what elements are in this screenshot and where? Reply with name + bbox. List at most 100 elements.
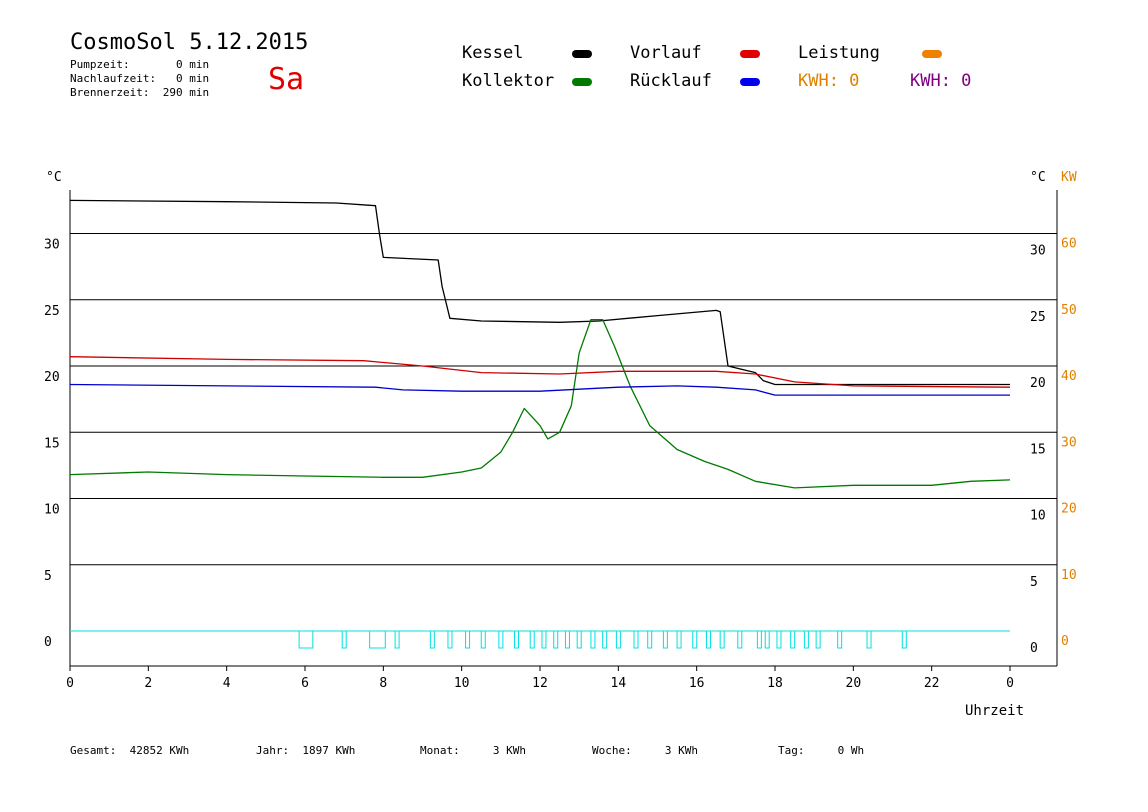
pump-marker: [590, 630, 596, 649]
pump-marker: [633, 630, 639, 649]
y-tick-label-left: 25: [44, 304, 60, 319]
footer-tag: Tag: 0 Wh: [778, 744, 865, 757]
pump-marker: [514, 630, 520, 649]
y-tick-label-left: 30: [44, 238, 60, 253]
y-axis-unit-left: °C: [46, 170, 62, 185]
legend-kwh-orange: KWH: 0: [798, 71, 860, 91]
pump-marker: [429, 630, 435, 649]
y-tick-label-left: 0: [44, 635, 52, 650]
pump-marker: [394, 630, 400, 649]
y-tick-label-right: 5: [1030, 575, 1038, 590]
y-tick-label-right: 15: [1030, 442, 1046, 457]
series-line-kollektor: [69, 318, 1011, 489]
pump-marker: [576, 630, 582, 649]
pump-marker: [447, 630, 453, 649]
y-tick-label-right: 25: [1030, 310, 1046, 325]
y-tick-label-left: 15: [44, 436, 60, 451]
legend-leistung-label: Leistung: [798, 43, 880, 63]
pump-marker: [498, 630, 504, 649]
pump-marker: [756, 630, 762, 649]
pump-marker: [553, 630, 559, 649]
pump-marker: [764, 630, 770, 649]
pump-marker: [866, 630, 872, 649]
y-tick-label-right: 20: [1030, 376, 1046, 391]
legend-ruecklauf-swatch: [740, 78, 760, 86]
pump-marker: [815, 630, 821, 649]
legend-leistung-swatch: [922, 50, 942, 58]
y-tick-label-left: 10: [44, 503, 60, 518]
pump-marker: [298, 630, 314, 649]
x-tick-label: 4: [223, 676, 231, 691]
pump-marker: [803, 630, 809, 649]
y-axis-unit-right: °C: [1030, 170, 1046, 185]
x-tick-label: 2: [144, 676, 152, 691]
legend-vorlauf-label: Vorlauf: [630, 43, 702, 63]
weekday-label: Sa: [268, 62, 305, 97]
pump-marker: [837, 630, 843, 649]
legend-kessel-label: Kessel: [462, 43, 524, 63]
pumpzeit-text: Pumpzeit: 0 min: [70, 58, 210, 71]
y-tick-label-kw: 10: [1061, 568, 1077, 583]
pump-marker: [602, 630, 608, 649]
pump-marker: [341, 630, 347, 649]
pump-marker: [790, 630, 796, 649]
legend-kessel-swatch: [572, 50, 592, 58]
pump-marker: [529, 630, 535, 649]
pump-marker: [901, 630, 907, 649]
y-tick-label-kw: 60: [1061, 237, 1077, 252]
legend-kollektor-label: Kollektor: [462, 71, 555, 91]
legend-ruecklauf-label: Rücklauf: [630, 71, 712, 91]
x-tick-label: 0: [1006, 676, 1014, 691]
pump-marker: [615, 630, 621, 649]
chart-title: CosmoSol 5.12.2015: [70, 30, 309, 55]
x-axis-label: Uhrzeit: [965, 703, 1024, 719]
x-tick-label: 16: [689, 676, 705, 691]
legend-kwh-purple: KWH: 0: [910, 71, 972, 91]
footer-jahr: Jahr: 1897 KWh: [256, 744, 356, 757]
y-tick-label-right: 0: [1030, 641, 1038, 656]
y-tick-label-right: 30: [1030, 244, 1046, 259]
legend-kollektor-swatch: [572, 78, 592, 86]
pump-marker: [647, 630, 653, 649]
x-tick-label: 18: [767, 676, 783, 691]
pump-marker: [541, 630, 547, 649]
x-tick-label: 8: [379, 676, 387, 691]
pump-marker: [676, 630, 682, 649]
x-tick-label: 6: [301, 676, 309, 691]
series-line-kessel: [69, 199, 1010, 386]
y-axis-unit-kw: KW: [1061, 170, 1077, 185]
pump-marker: [564, 630, 570, 649]
series-line-vorlauf: [69, 356, 1011, 388]
y-tick-label-kw: 0: [1061, 634, 1069, 649]
x-tick-label: 12: [532, 676, 548, 691]
x-tick-label: 0: [66, 676, 74, 691]
y-tick-label-kw: 20: [1061, 502, 1077, 517]
series-line-ruecklauf: [69, 383, 1010, 396]
x-tick-label: 14: [611, 676, 627, 691]
x-tick-label: 20: [846, 676, 862, 691]
brennerzeit-text: Brennerzeit: 290 min: [70, 86, 210, 99]
footer-gesamt: Gesamt: 42852 KWh: [70, 744, 190, 757]
y-tick-label-kw: 50: [1061, 303, 1077, 318]
y-tick-label-kw: 40: [1061, 369, 1077, 384]
pump-marker: [662, 630, 668, 649]
pump-marker: [369, 630, 386, 649]
footer-woche: Woche: 3 KWh: [592, 744, 698, 757]
footer-monat: Monat: 3 KWh: [420, 744, 526, 757]
pump-marker: [480, 630, 486, 649]
pump-marker: [692, 630, 698, 649]
pump-marker: [705, 630, 711, 649]
x-tick-label: 22: [924, 676, 940, 691]
y-tick-label-left: 20: [44, 370, 60, 385]
pump-marker: [465, 630, 471, 649]
pump-marker: [719, 630, 725, 649]
y-tick-label-left: 5: [44, 569, 52, 584]
y-tick-label-right: 10: [1030, 509, 1046, 524]
x-tick-label: 10: [454, 676, 470, 691]
pump-marker: [737, 630, 743, 649]
nachlaufzeit-text: Nachlaufzeit: 0 min: [70, 72, 210, 85]
y-tick-label-kw: 30: [1061, 435, 1077, 450]
legend-vorlauf-swatch: [740, 50, 760, 58]
pump-marker: [776, 630, 782, 649]
